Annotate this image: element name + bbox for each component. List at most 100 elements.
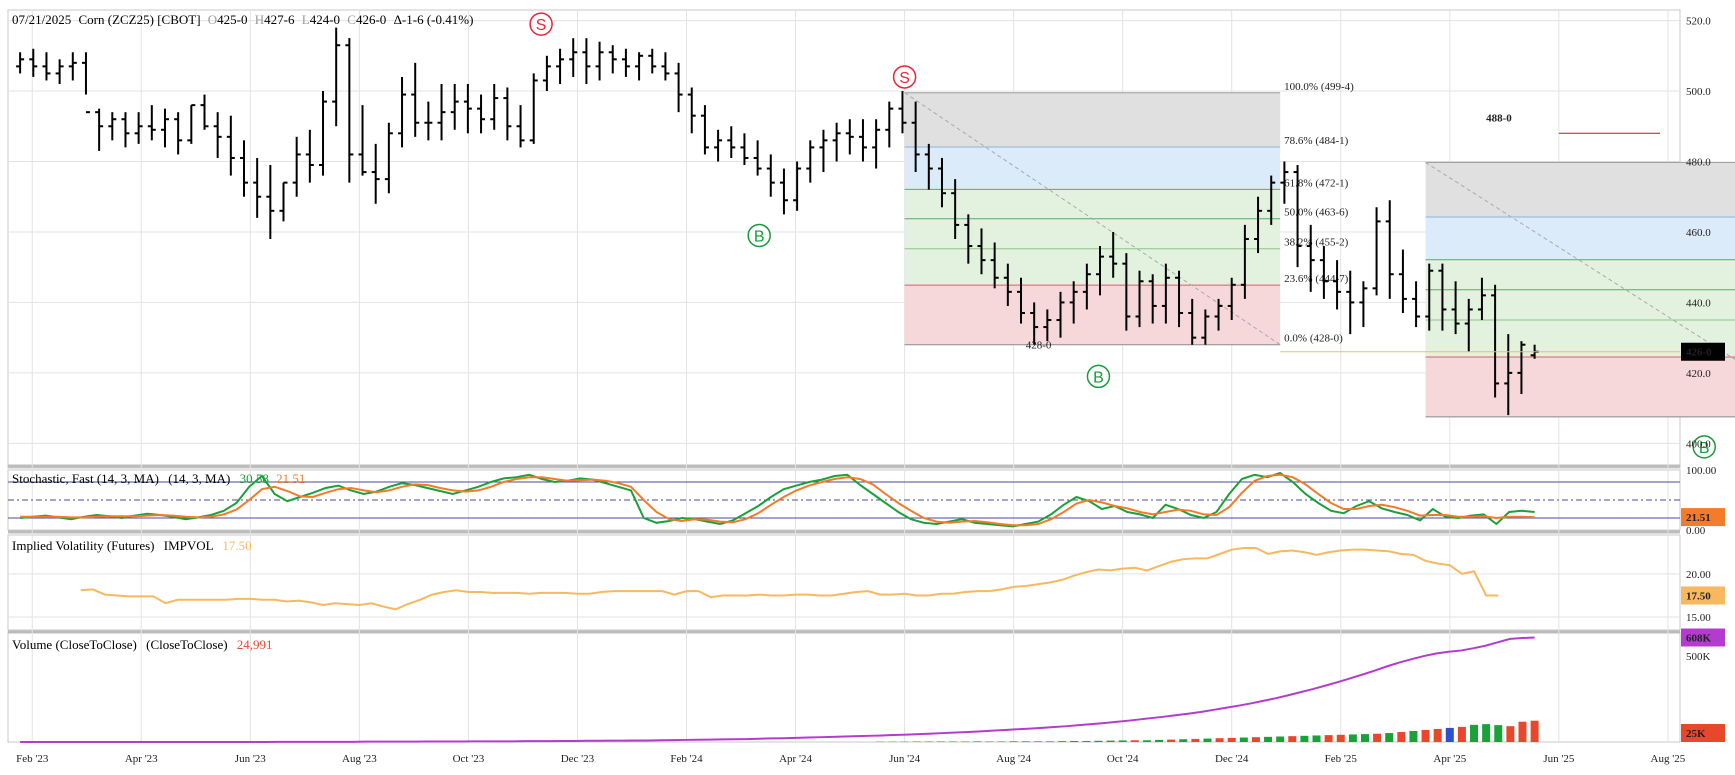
header-instrument: Corn (ZCZ25) [CBOT] (78, 12, 200, 27)
close-label: C (347, 12, 356, 27)
ohlc-bar (1438, 263, 1447, 331)
panel-frame-2 (7, 534, 1681, 631)
ohlc-bar (779, 168, 788, 215)
x-tick-label: Jun '24 (889, 753, 921, 765)
volume-bar (1021, 741, 1030, 742)
ohlc-bar (95, 108, 104, 151)
volume-top-box (1681, 628, 1725, 647)
ohlc-bar (1280, 161, 1289, 204)
volume-name: Volume (CloseToClose) (12, 637, 137, 652)
ohlc-bar (1175, 270, 1184, 328)
volume-bar (1324, 735, 1333, 742)
low-value: 424-0 (310, 12, 340, 27)
ohlc-bar (490, 83, 499, 130)
ohlc-bar (1069, 281, 1078, 324)
ohlc-bar (819, 129, 828, 173)
x-tick-label: Aug '23 (342, 753, 377, 765)
fib-level-label: 23.6% (444-7) (1284, 273, 1348, 285)
stochastic-panel (8, 471, 1680, 528)
fib-band (1425, 357, 1735, 417)
fib-band (904, 285, 1281, 345)
ohlc-bar (187, 104, 196, 144)
ohlc-bar (1425, 263, 1434, 331)
header-line: 07/21/2025 Corn (ZCZ25) [CBOT] O425-0 H4… (12, 12, 473, 27)
volume-bar (1421, 729, 1430, 742)
volume-bar (1155, 739, 1164, 742)
ohlc-bar (1161, 263, 1170, 324)
x-tick-label: Apr '25 (1433, 753, 1466, 765)
fib-band (904, 147, 1281, 190)
ohlc-bar (226, 115, 235, 176)
y-tick-label: 400.0 (1686, 438, 1711, 450)
stochastic-y-tick: 100.00 (1686, 465, 1717, 477)
volume-bar (1033, 741, 1042, 742)
ohlc-bar (1306, 224, 1315, 292)
ohlc-bar (1333, 260, 1342, 310)
fib-level-label: 61.8% (472-1) (1284, 177, 1348, 189)
volume-bar (1082, 740, 1091, 742)
ohlc-bar (556, 48, 565, 84)
ohlc-bar (411, 62, 420, 137)
fib-band (904, 92, 1281, 148)
ohlc-bar (977, 228, 986, 275)
x-tick-label: Apr '24 (779, 753, 812, 765)
buy-signal-marker: B (747, 223, 771, 248)
signal-circle (1086, 364, 1111, 389)
ohlc-bar (266, 165, 275, 239)
ohlc-bar (911, 101, 920, 173)
volume-bar (1070, 740, 1079, 742)
volume-bar (1518, 721, 1527, 742)
ohlc-bar (29, 48, 38, 77)
y-tick-label: 480.0 (1686, 156, 1711, 168)
ohlc-bar (463, 83, 472, 134)
ohlc-bar (1016, 277, 1025, 324)
volume-bar (973, 741, 982, 742)
volume-bar (1203, 738, 1212, 742)
ohlc-bar (740, 133, 749, 166)
volume-top-label: 608K (1686, 633, 1712, 645)
x-tick-label: Jun '23 (235, 753, 267, 765)
volume-panel (20, 636, 1539, 743)
fib-level-label: 78.6% (484-1) (1284, 135, 1348, 147)
volume-bar (1179, 739, 1188, 742)
signal-letter: B (754, 228, 765, 245)
y-tick-label: 500.0 (1686, 86, 1711, 98)
ivol-title: Implied Volatility (Futures) IMPVOL 17.5… (12, 538, 252, 553)
volume-bar (1360, 734, 1369, 742)
ohlc-bar (661, 52, 670, 81)
signal-letter: S (536, 17, 547, 34)
x-tick-label: Dec '23 (561, 753, 595, 765)
volume-bar (1506, 726, 1515, 742)
ohlc-bar (1372, 207, 1381, 296)
stochastic-name: Stochastic, Fast (14, 3, MA) (12, 471, 159, 486)
sell-signal-marker: S (892, 65, 917, 89)
volume-bar (912, 741, 921, 742)
ohlc-bar (858, 119, 867, 162)
x-tick-label: Jun '25 (1543, 753, 1575, 765)
stochastic-d-value: 21.51 (276, 471, 305, 486)
ivol-current: 17.50 (222, 538, 251, 553)
volume-bar (961, 741, 970, 742)
ohlc-bar (1122, 253, 1131, 331)
ohlc-bar (1293, 165, 1302, 268)
fib-level-label: 100.0% (499-4) (1284, 81, 1354, 93)
volume-bar (985, 741, 994, 742)
ohlc-bar (253, 157, 262, 218)
ohlc-bar (42, 52, 51, 81)
volume-bar (1409, 731, 1418, 742)
stochastic-params: (14, 3, MA) (168, 471, 230, 486)
volume-bar (1045, 741, 1054, 742)
signal-letter: B (1699, 440, 1710, 457)
ohlc-bar (213, 112, 222, 158)
x-tick-label: Oct '24 (1107, 753, 1139, 765)
open-value: 425-0 (217, 12, 247, 27)
signal-circle (529, 12, 553, 36)
x-tick-label: Aug '25 (1651, 753, 1686, 765)
volume-bar (1264, 736, 1273, 742)
ohlc-bar (1003, 263, 1012, 306)
low-label: 428-0 (1026, 340, 1052, 352)
volume-bar (1142, 740, 1151, 742)
ohlc-bar (793, 161, 802, 211)
ohlc-bar (279, 181, 288, 222)
volume-bar (1300, 735, 1309, 742)
